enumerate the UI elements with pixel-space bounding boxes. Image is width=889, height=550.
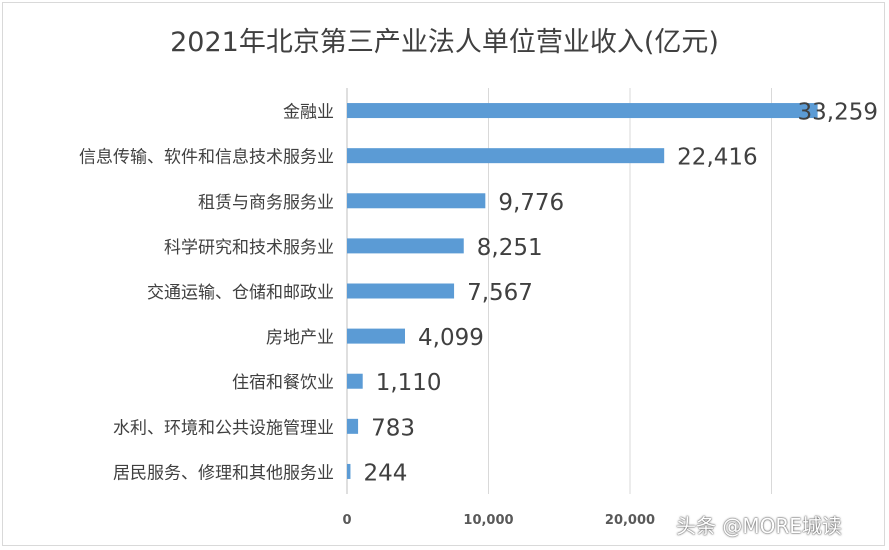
chart-title: 2021年北京第三产业法人单位营业收入(亿元): [170, 27, 719, 58]
bar: [347, 418, 359, 434]
category-label: 信息传输、软件和信息技术服务业: [79, 148, 334, 168]
bar: [347, 373, 363, 389]
watermark: 头条 @MORE城读: [676, 514, 842, 538]
data-label: 7,567: [467, 280, 533, 306]
x-tick-label: 0: [342, 513, 351, 528]
category-label: 金融业: [283, 103, 334, 123]
category-label: 租赁与商务服务业: [198, 193, 334, 213]
data-label: 4,099: [418, 325, 484, 351]
category-label: 居民服务、修理和其他服务业: [113, 463, 334, 483]
x-tick-label: 20,000: [605, 513, 655, 528]
data-label: 33,259: [798, 100, 878, 126]
bar: [347, 148, 665, 164]
data-label: 244: [363, 460, 407, 486]
bar: [347, 103, 818, 119]
data-label: 1,110: [376, 370, 442, 396]
category-label: 交通运输、仓储和邮政业: [147, 283, 334, 303]
category-label: 科学研究和技术服务业: [164, 238, 334, 258]
category-label: 房地产业: [266, 328, 334, 348]
data-label: 9,776: [498, 190, 564, 216]
bar: [347, 193, 486, 209]
bar: [347, 463, 351, 479]
data-label: 783: [371, 415, 415, 441]
bar: [347, 328, 406, 344]
category-label: 住宿和餐饮业: [232, 373, 334, 393]
category-label: 水利、环境和公共设施管理业: [113, 418, 334, 438]
x-tick-label: 10,000: [463, 513, 513, 528]
data-label: 22,416: [677, 145, 757, 171]
bar: [347, 283, 455, 299]
data-label: 8,251: [477, 235, 543, 261]
bar: [347, 238, 464, 254]
